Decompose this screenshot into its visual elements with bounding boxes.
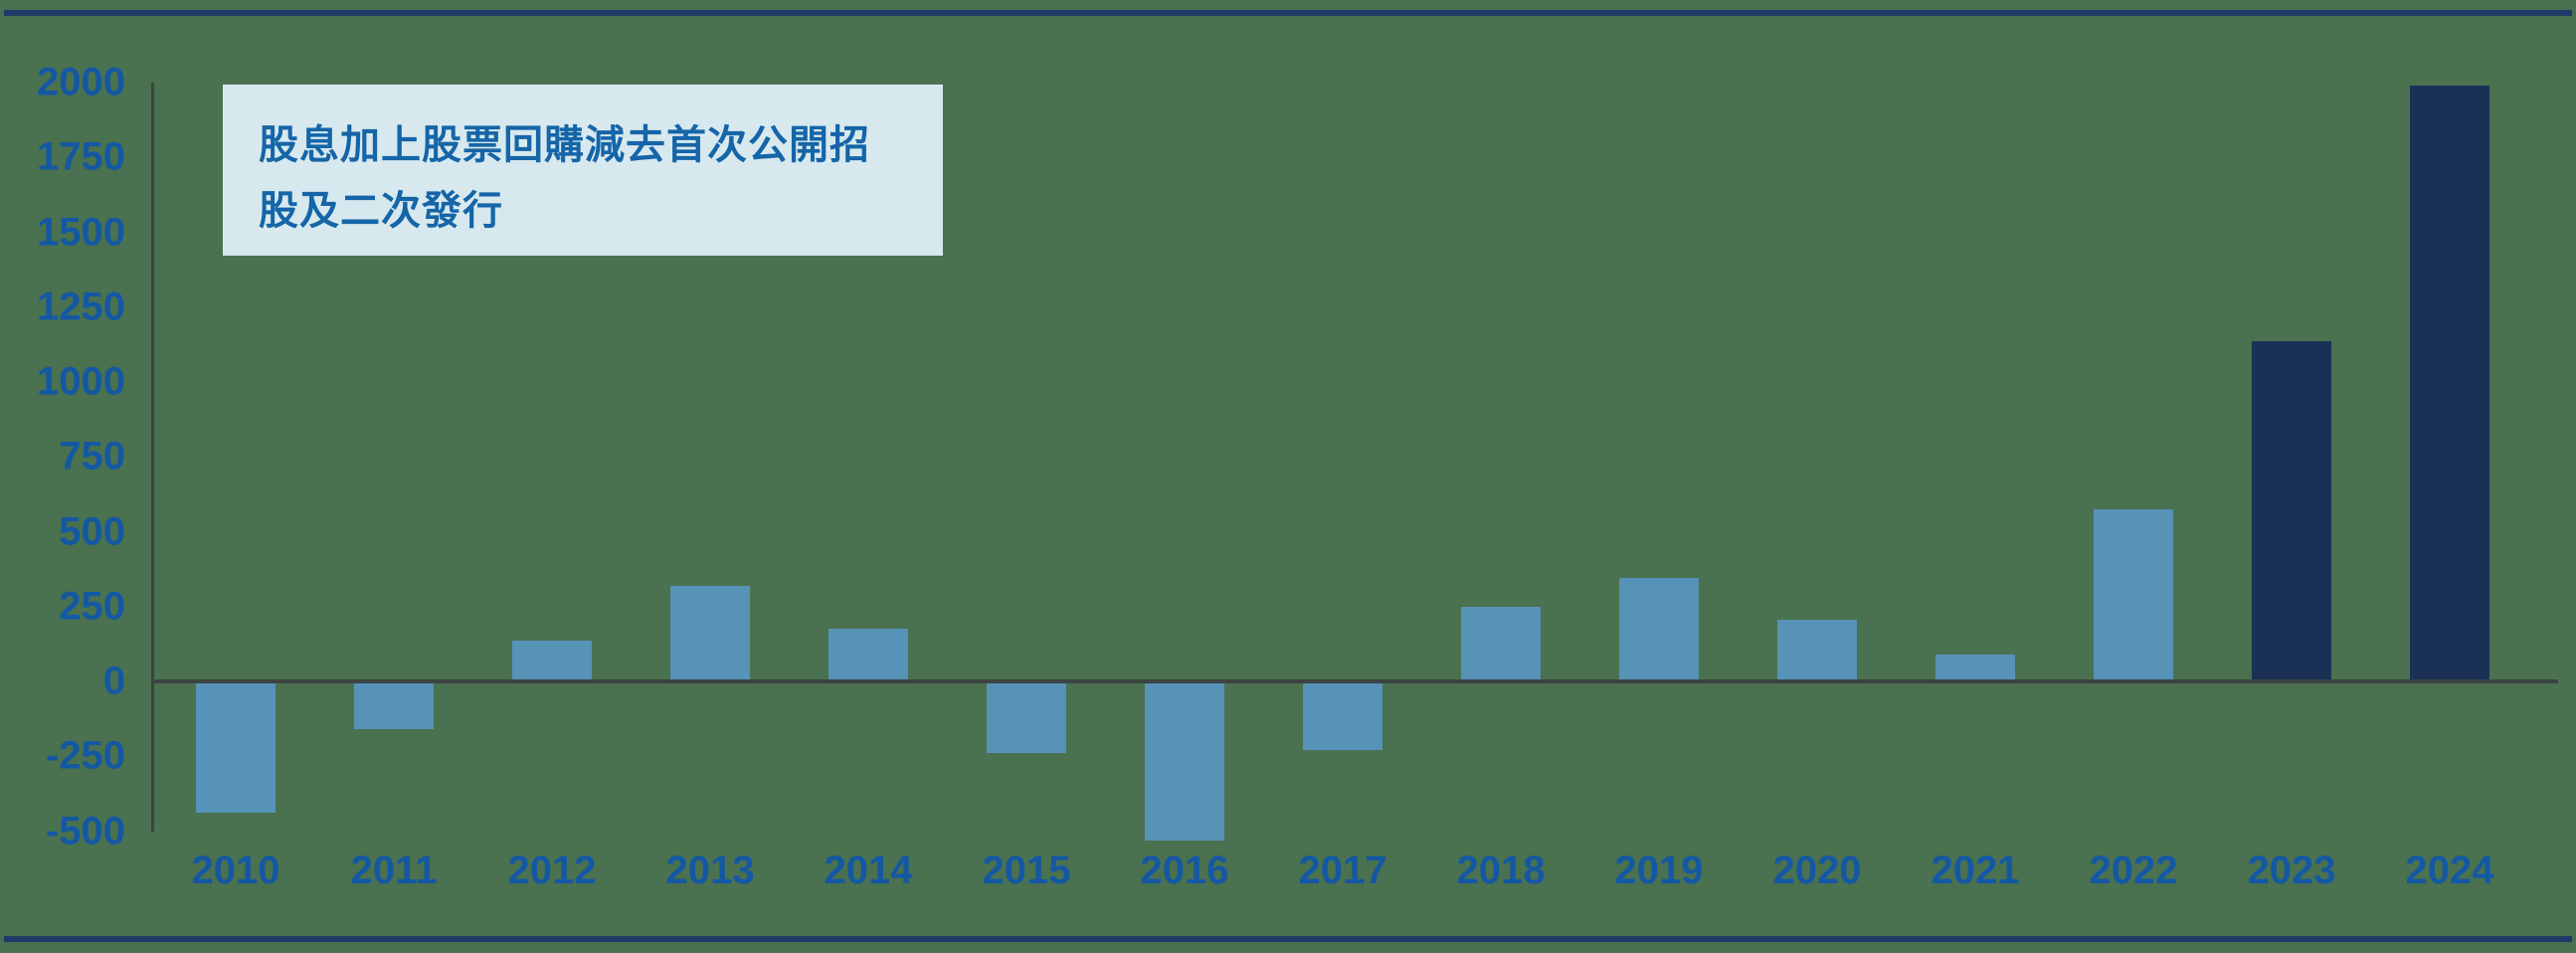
x-label-2010: 2010 (191, 849, 280, 892)
bar-2010 (196, 681, 276, 814)
x-label-2020: 2020 (1772, 849, 1862, 892)
annotation-line-1: 股息加上股票回購減去首次公開招 (259, 123, 870, 167)
x-label-2015: 2015 (982, 849, 1071, 892)
x-label-2019: 2019 (1614, 849, 1704, 892)
zero-baseline (151, 679, 2558, 683)
y-tick-label-750: 750 (59, 434, 125, 478)
x-label-2022: 2022 (2089, 849, 2178, 892)
bar-2015 (987, 681, 1066, 754)
bar-2016 (1145, 681, 1224, 841)
y-axis-spine (151, 83, 154, 832)
bar-2024 (2410, 86, 2489, 681)
x-label-2021: 2021 (1931, 849, 2020, 892)
x-label-2016: 2016 (1140, 849, 1229, 892)
x-label-2012: 2012 (507, 849, 597, 892)
bar-2014 (828, 629, 908, 681)
x-label-2011: 2011 (350, 849, 438, 892)
x-label-2024: 2024 (2405, 849, 2494, 892)
bar-2012 (512, 641, 592, 681)
annotation-line-2: 股及二次發行 (259, 189, 503, 233)
x-label-2023: 2023 (2247, 849, 2336, 892)
bar-2013 (670, 585, 750, 681)
bar-2017 (1303, 681, 1382, 751)
bar-2018 (1461, 606, 1541, 681)
x-label-2017: 2017 (1298, 849, 1387, 892)
top-border-rule (4, 10, 2572, 16)
x-label-2014: 2014 (824, 849, 913, 892)
y-tick-label-2000: 2000 (37, 60, 125, 104)
y-tick-label--250: -250 (45, 733, 125, 778)
x-label-2018: 2018 (1456, 849, 1546, 892)
bottom-border-rule (4, 936, 2572, 942)
bar-2020 (1777, 620, 1857, 681)
y-tick-label-250: 250 (59, 584, 125, 629)
bar-2021 (1935, 654, 2015, 681)
y-tick-label-1500: 1500 (37, 210, 125, 254)
y-tick-label-0: 0 (102, 659, 125, 703)
bar-2011 (354, 681, 434, 730)
y-tick-label-1000: 1000 (37, 359, 125, 404)
y-tick-label-1750: 1750 (37, 134, 125, 179)
annotation-box: 股息加上股票回購減去首次公開招 股及二次發行 (223, 85, 943, 256)
y-tick-label-500: 500 (59, 509, 125, 553)
y-tick-label-1250: 1250 (37, 285, 125, 329)
bar-2019 (1619, 578, 1699, 681)
x-label-2013: 2013 (665, 849, 755, 892)
bar-2023 (2252, 341, 2331, 681)
bar-2022 (2094, 508, 2173, 681)
y-tick-label--500: -500 (45, 809, 125, 853)
